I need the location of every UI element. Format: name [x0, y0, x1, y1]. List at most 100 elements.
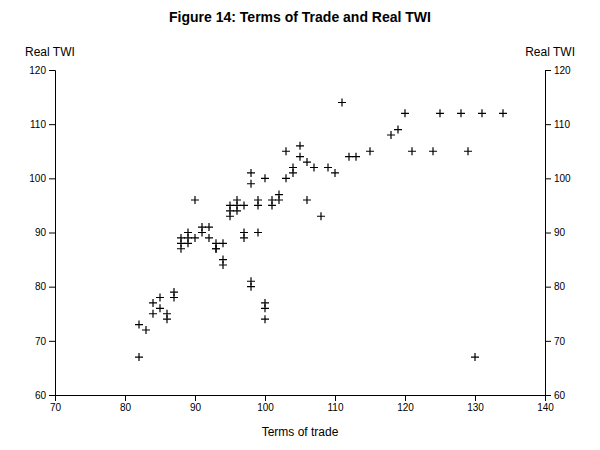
tick-label: 110	[30, 119, 46, 130]
tick: 100	[29, 173, 55, 184]
tick: 100	[257, 395, 274, 413]
tick: 90	[35, 227, 55, 238]
point	[261, 299, 269, 307]
tick-mark	[125, 395, 126, 401]
point	[247, 277, 255, 285]
tick-mark	[49, 124, 55, 125]
x-axis: 70 80 90 100 110 120 130 140	[50, 395, 554, 413]
tick-mark	[545, 287, 551, 288]
tick-label: 110	[554, 119, 570, 130]
tick: 120	[29, 65, 55, 76]
y2-axis-title: Real TWI	[525, 45, 575, 59]
tick-mark	[49, 178, 55, 179]
tick-mark	[49, 233, 55, 234]
tick-mark	[49, 70, 55, 71]
tick-label: 70	[50, 402, 62, 413]
tick-mark	[545, 70, 551, 71]
point	[240, 201, 248, 209]
tick-label: 70	[35, 336, 47, 347]
point	[303, 158, 311, 166]
point	[219, 256, 227, 264]
point	[282, 174, 290, 182]
tick-mark	[405, 395, 406, 401]
tick: 110	[545, 119, 570, 130]
point	[240, 229, 248, 237]
point	[247, 180, 255, 188]
tick-label: 80	[35, 281, 47, 292]
chart: 7080901001101201301406070809010011012060…	[0, 0, 600, 450]
tick-label: 80	[554, 281, 566, 292]
tick: 130	[467, 395, 484, 413]
point	[324, 164, 332, 172]
tick-mark	[545, 341, 551, 342]
point	[233, 196, 241, 204]
point	[408, 147, 416, 155]
tick-label: 70	[554, 336, 566, 347]
tick-label: 80	[120, 402, 132, 413]
tick-mark	[49, 287, 55, 288]
tick-label: 60	[554, 390, 566, 401]
point	[219, 239, 227, 247]
tick-label: 100	[257, 402, 274, 413]
point	[261, 315, 269, 323]
tick: 60	[545, 390, 566, 401]
point	[149, 299, 157, 307]
point	[478, 109, 486, 117]
tick-label: 100	[554, 173, 571, 184]
tick-mark	[49, 395, 55, 396]
tick-label: 90	[35, 227, 47, 238]
tick-label: 120	[397, 402, 414, 413]
tick-label: 110	[328, 402, 344, 413]
y-axis: 60 70 80 90 100 110 120	[29, 65, 55, 401]
point	[198, 223, 206, 231]
tick-label: 90	[554, 227, 566, 238]
point	[254, 196, 262, 204]
point	[191, 196, 199, 204]
tick: 90	[545, 227, 566, 238]
tick-mark	[545, 395, 551, 396]
point	[471, 353, 479, 361]
points	[135, 99, 507, 362]
tick-mark	[545, 124, 551, 125]
tick: 100	[545, 173, 571, 184]
point	[345, 153, 353, 161]
tick: 120	[397, 395, 414, 413]
tick: 140	[537, 395, 554, 413]
point	[177, 234, 185, 242]
point	[205, 223, 213, 231]
point	[436, 109, 444, 117]
y-axis-title: Real TWI	[25, 45, 75, 59]
point	[317, 212, 325, 220]
tick-mark	[265, 395, 266, 401]
tick: 80	[35, 281, 55, 292]
plot: 7080901001101201301406070809010011012060…	[29, 65, 571, 413]
point	[212, 239, 220, 247]
point	[170, 288, 178, 296]
tick-label: 120	[554, 65, 571, 76]
point	[184, 229, 192, 237]
point	[226, 201, 234, 209]
tick: 80	[120, 395, 132, 413]
point	[247, 169, 255, 177]
point	[163, 310, 171, 318]
point	[268, 196, 276, 204]
tick-mark	[49, 341, 55, 342]
tick: 90	[190, 395, 202, 413]
point	[394, 126, 402, 134]
point	[205, 234, 213, 242]
tick-mark	[545, 233, 551, 234]
title: Figure 14: Terms of Trade and Real TWI	[169, 9, 431, 25]
point	[387, 131, 395, 139]
tick: 110	[30, 119, 55, 130]
point	[310, 164, 318, 172]
point	[429, 147, 437, 155]
point	[275, 191, 283, 199]
tick: 60	[35, 390, 55, 401]
point	[457, 109, 465, 117]
point	[366, 147, 374, 155]
x-axis-title: Terms of trade	[262, 425, 339, 439]
point	[352, 153, 360, 161]
point	[331, 169, 339, 177]
y2-axis: 60 70 80 90 100 110 120	[545, 65, 571, 401]
tick-label: 120	[29, 65, 46, 76]
